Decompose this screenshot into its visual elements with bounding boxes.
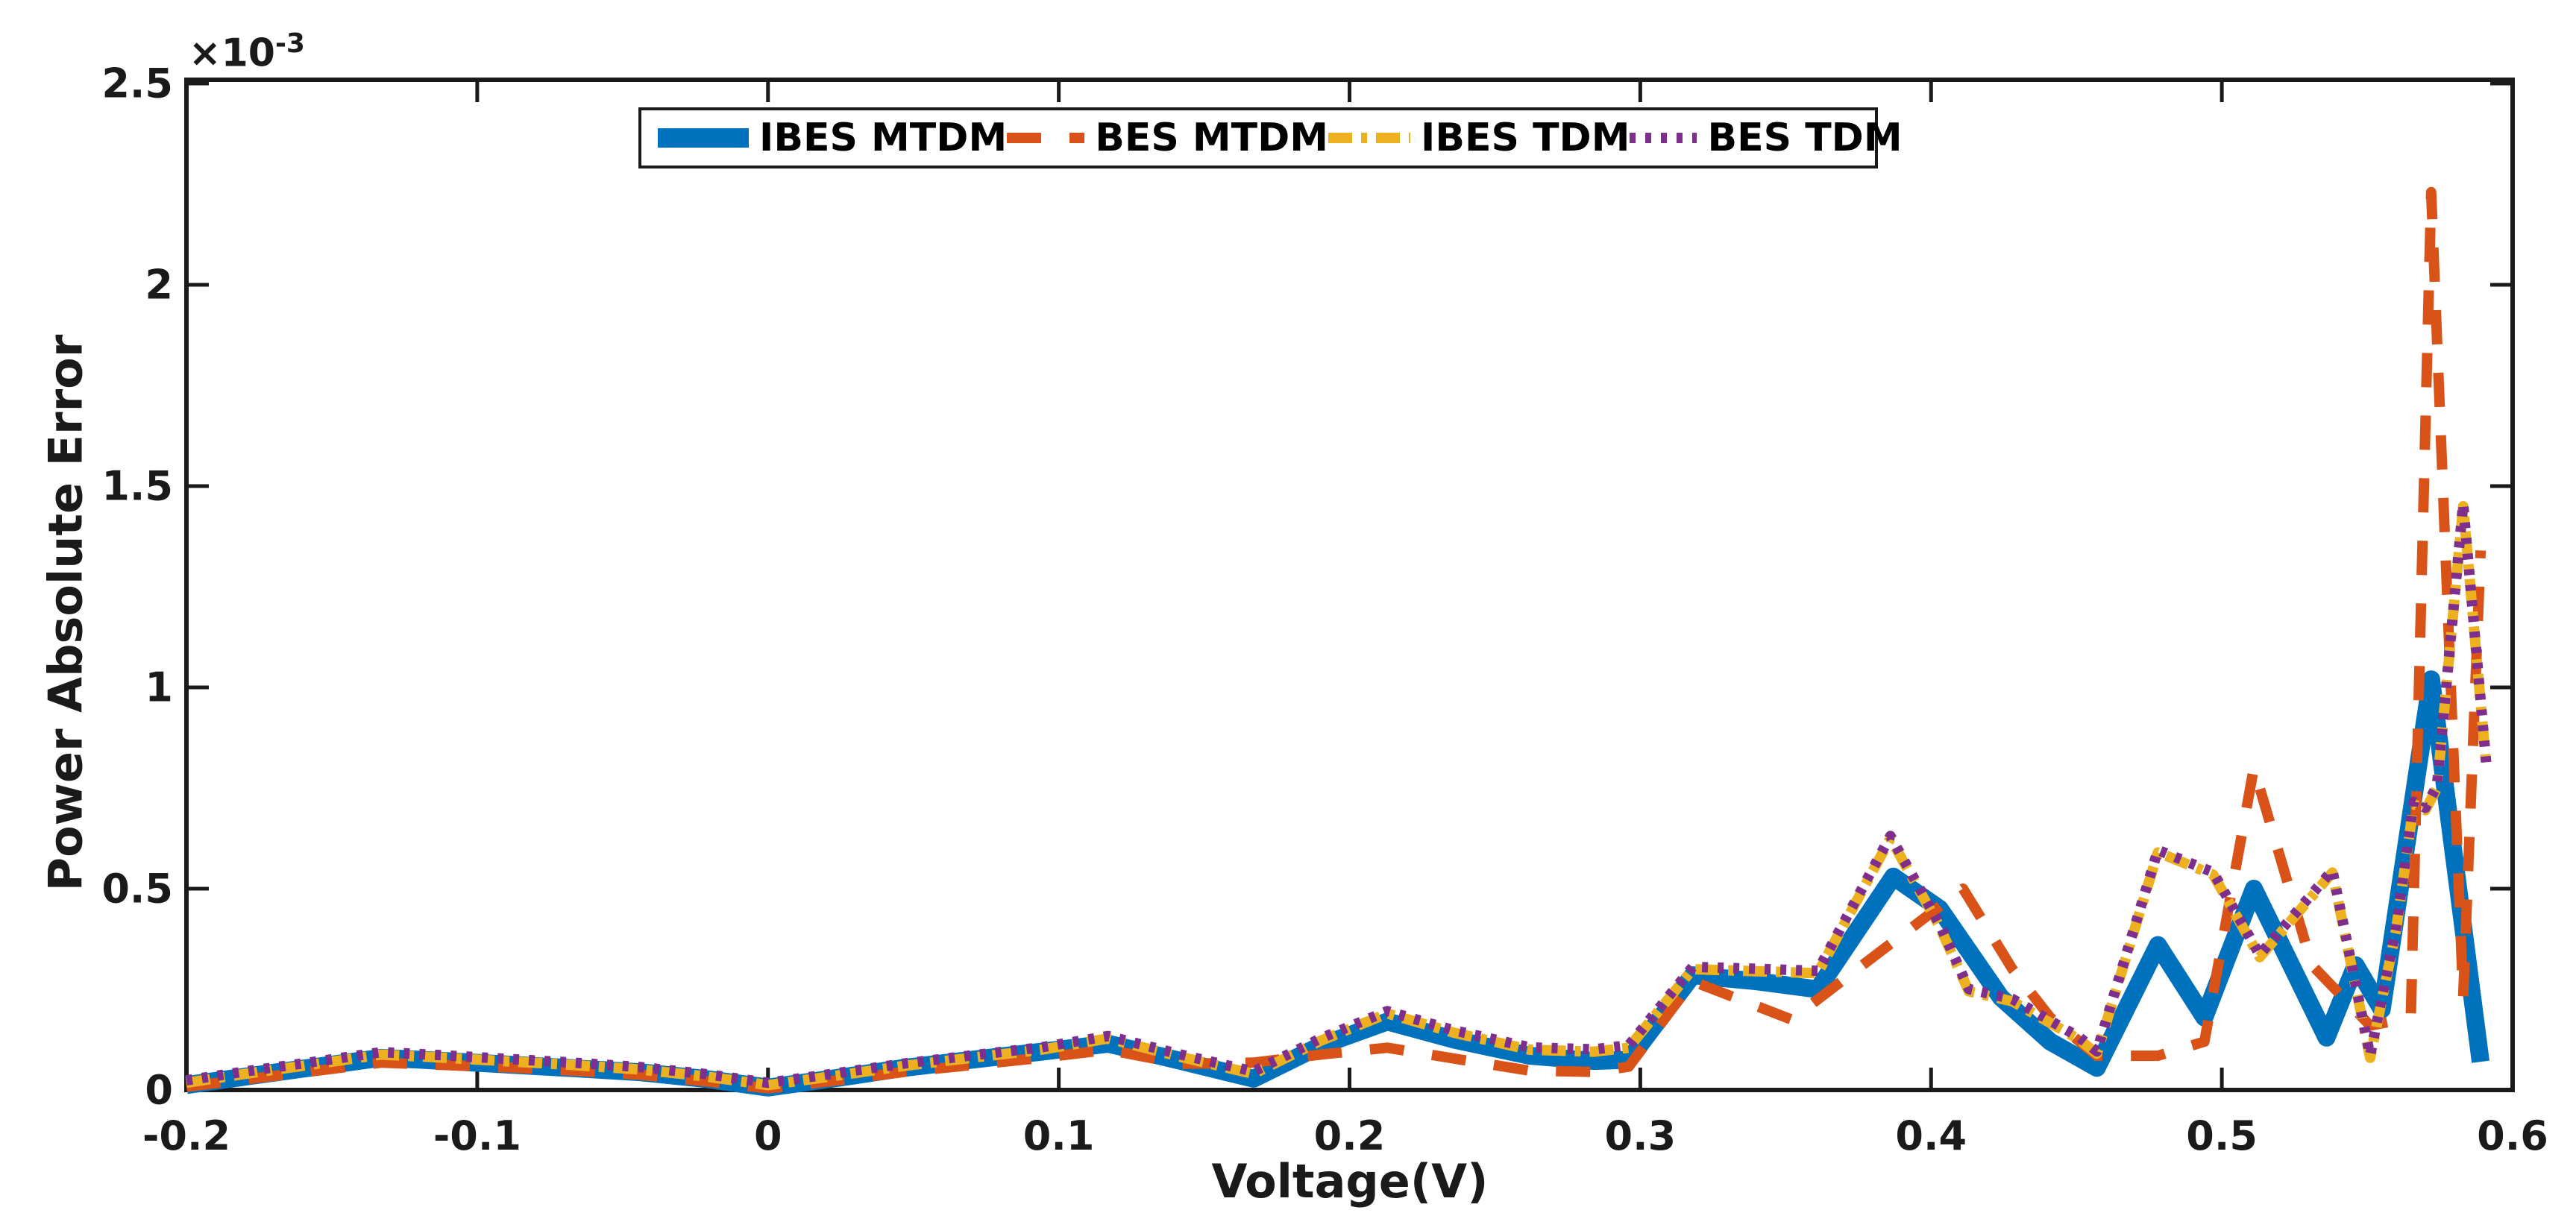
legend-label: BES MTDM <box>1095 116 1329 160</box>
x-tick-label: 0.2 <box>1313 1112 1386 1159</box>
legend-item-bes-mtdm: BES MTDM <box>1007 116 1328 160</box>
series-bes-tdm <box>185 498 2492 1088</box>
x-tick-label: 0.6 <box>2477 1112 2548 1159</box>
y-axis-multiplier: ×10-3 <box>189 28 305 76</box>
legend-swatch-dotted <box>1630 133 1697 143</box>
x-tick-label: 0.1 <box>1022 1112 1095 1159</box>
legend-label: IBES MTDM <box>759 116 1008 160</box>
legend-item-ibes-mtdm: IBES MTDM <box>658 116 1007 160</box>
legend-swatch-solid <box>658 128 749 148</box>
x-tick-label: -0.1 <box>433 1112 521 1159</box>
legend-swatch-dashed <box>1007 133 1085 143</box>
x-tick-label: 0.3 <box>1604 1112 1677 1159</box>
series-bes-mtdm <box>186 186 2487 1094</box>
y-tick-label: 0 <box>145 1066 173 1114</box>
x-tick-label: 0.5 <box>2186 1112 2258 1159</box>
legend-label: IBES TDM <box>1421 116 1630 160</box>
y-tick-label: 2 <box>145 261 173 309</box>
y-tick-label: 0.5 <box>101 865 173 913</box>
x-tick-label: -0.2 <box>142 1112 231 1159</box>
legend-item-ibes-tdm: IBES TDM <box>1328 116 1630 160</box>
y-tick-label: 1 <box>145 664 173 711</box>
y-tick-label: 1.5 <box>101 462 173 510</box>
y-axis-multiplier-exponent: -3 <box>274 28 305 59</box>
series-ibes-mtdm <box>185 670 2490 1097</box>
x-tick-label: 0.4 <box>1895 1112 1967 1159</box>
y-axis-label: Power Absolute Error <box>38 334 93 892</box>
y-tick-label: 2.5 <box>101 60 173 107</box>
legend-box: IBES MTDM BES MTDM IBES TDM BES TDM <box>638 107 1903 168</box>
legend-label: BES TDM <box>1707 116 1903 160</box>
legend-swatch-dashdot <box>1328 133 1411 143</box>
series-ibes-tdm <box>185 501 2492 1091</box>
x-axis-label: Voltage(V) <box>1211 1154 1489 1209</box>
legend-item-bes-tdm: BES TDM <box>1630 116 1903 160</box>
x-tick-label: 0 <box>753 1112 782 1159</box>
